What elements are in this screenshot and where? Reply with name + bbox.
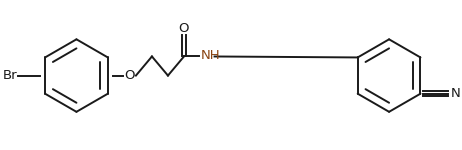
Text: NH: NH [201, 49, 220, 62]
Text: N: N [451, 87, 461, 100]
Text: O: O [124, 69, 135, 82]
Text: O: O [179, 22, 189, 35]
Text: Br: Br [2, 69, 17, 82]
